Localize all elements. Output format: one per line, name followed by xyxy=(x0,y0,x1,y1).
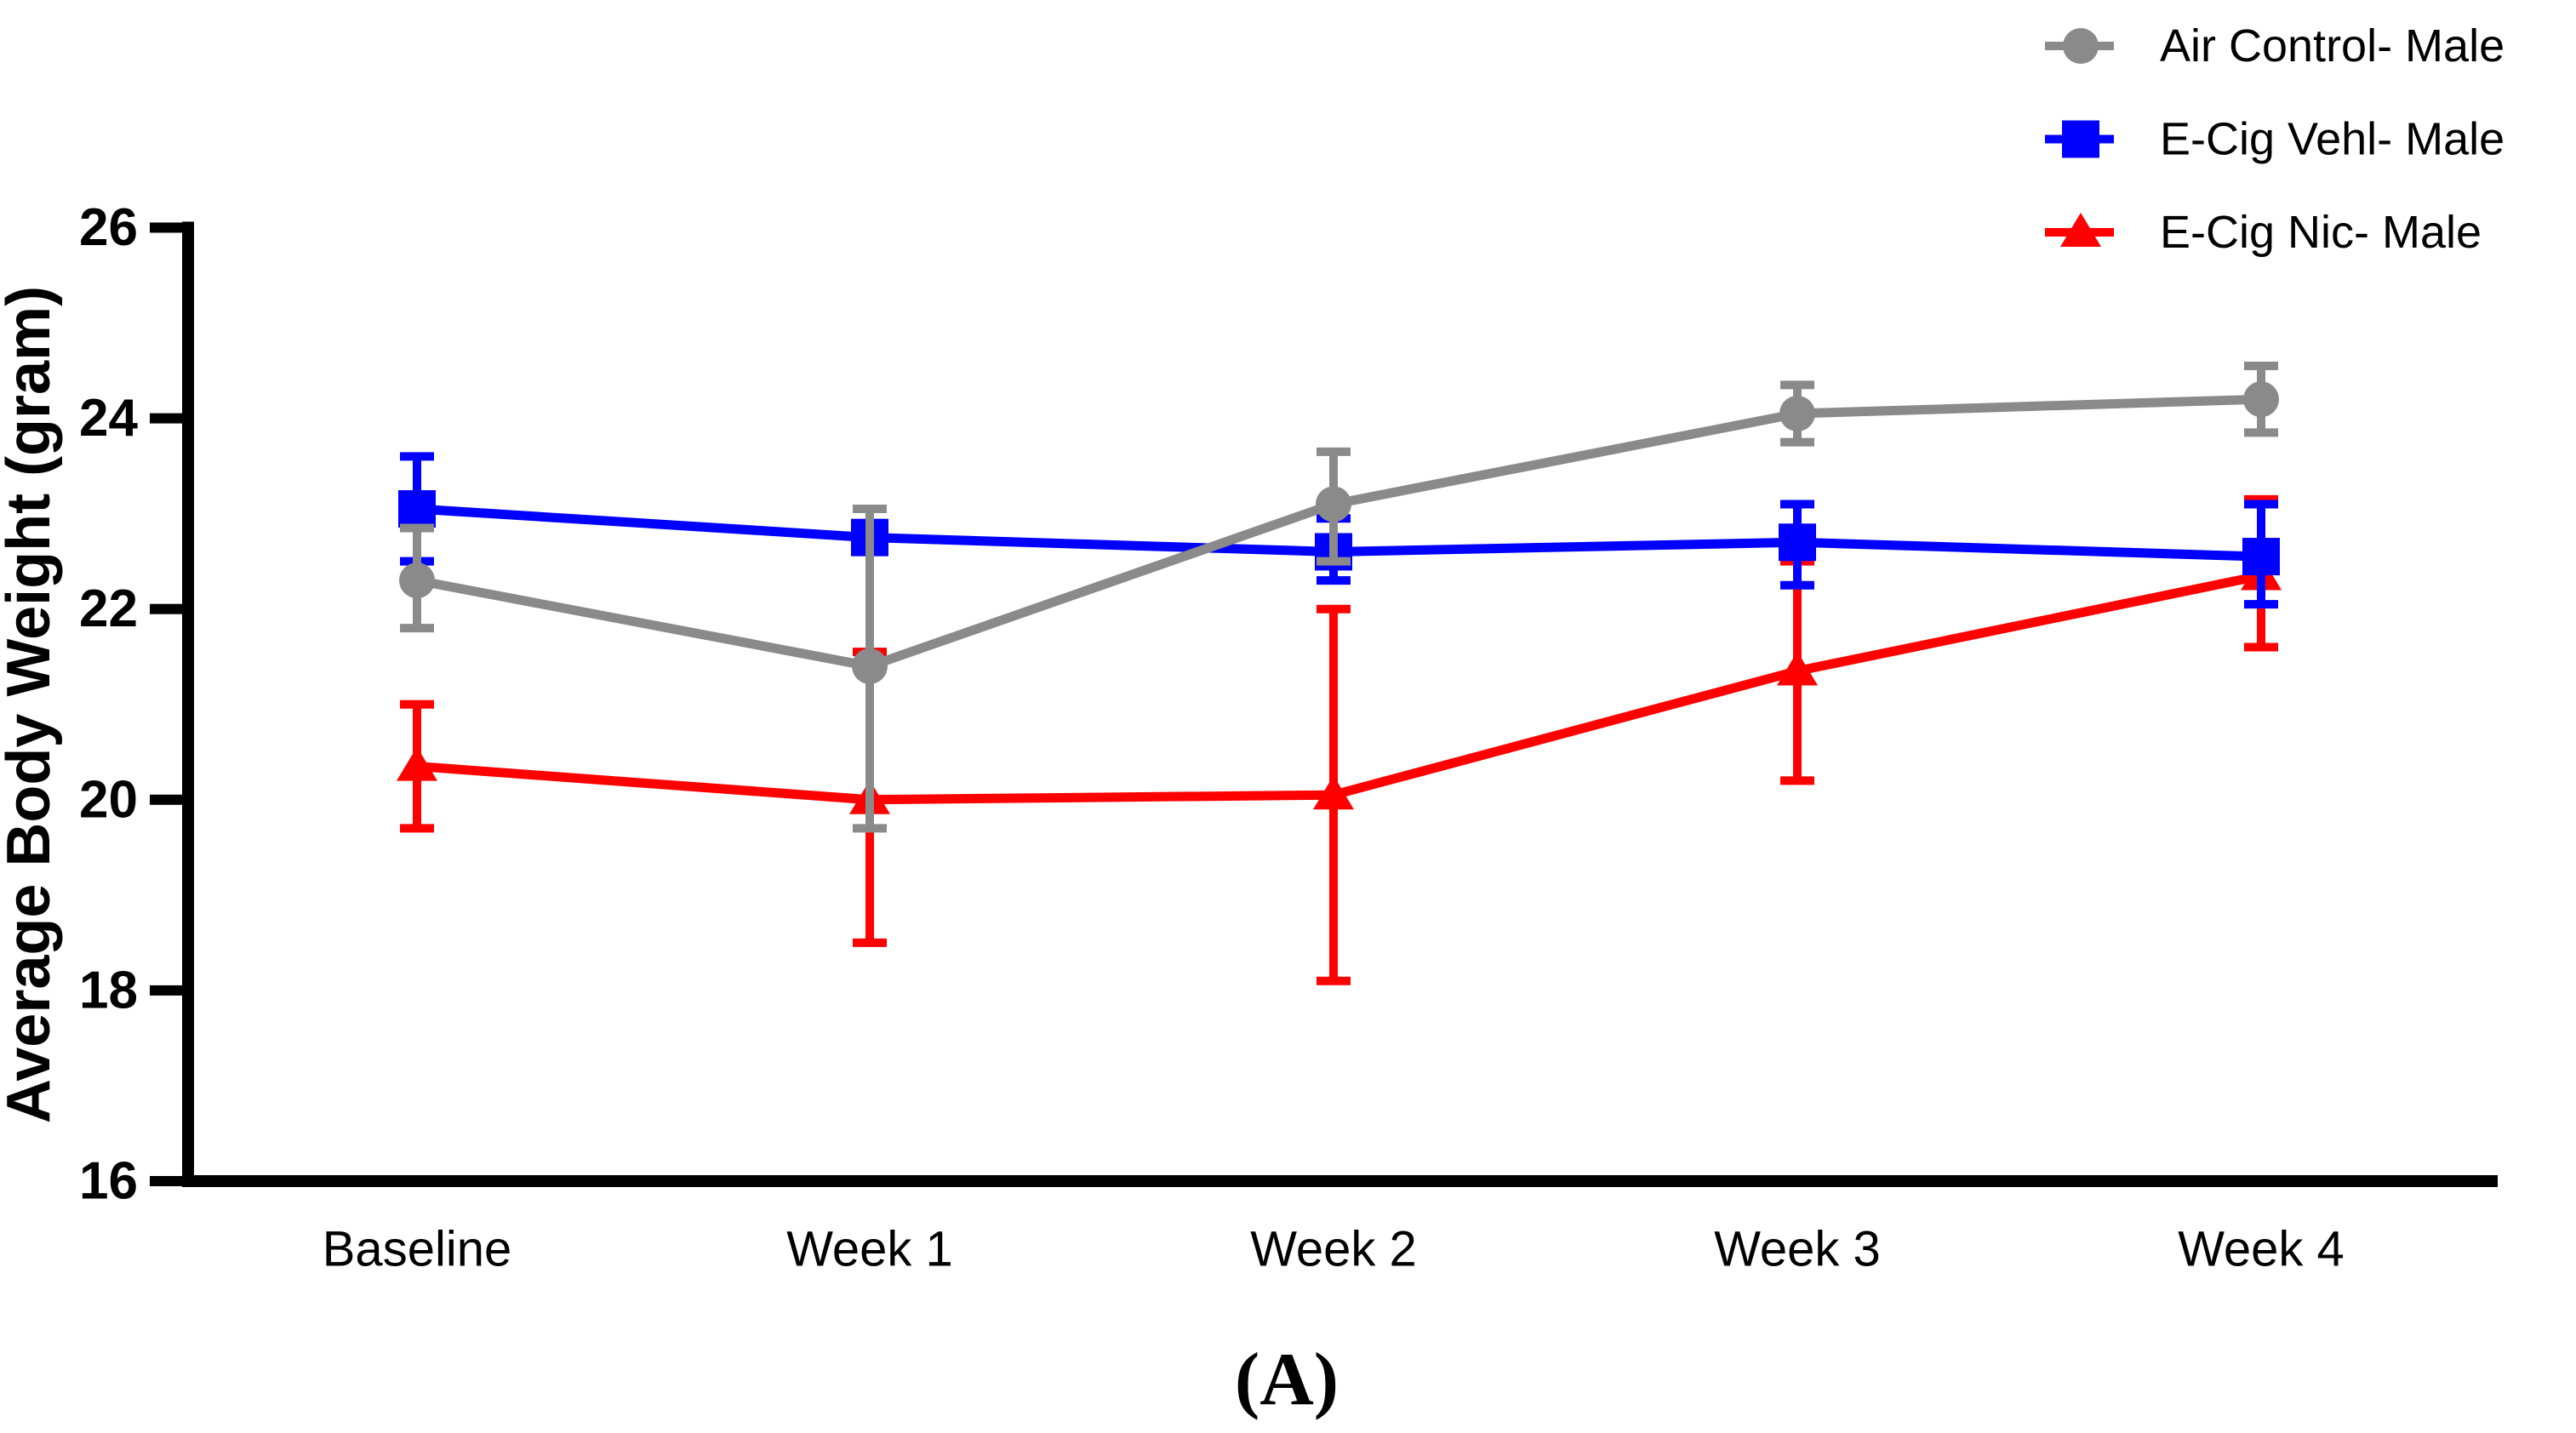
legend-layer: Air Control- Male E-Cig Vehl- Male E-Cig N… xyxy=(2045,20,2505,258)
marker-circle-air-control-male xyxy=(1316,486,1351,522)
legend-marker-circle xyxy=(2063,28,2099,64)
y-tick-label: 26 xyxy=(79,198,138,257)
x-category-label: Week 4 xyxy=(2178,1222,2345,1277)
legend-item: Air Control- Male xyxy=(2045,20,2505,71)
y-tick xyxy=(150,413,182,424)
y-tick-label: 22 xyxy=(79,579,138,638)
marker-triangle-e-cig-nic-male xyxy=(1777,651,1818,686)
x-axis-spine xyxy=(182,1175,2498,1187)
y-tick xyxy=(150,794,182,805)
y-axis-spine xyxy=(182,221,194,1187)
x-category-label: Week 1 xyxy=(786,1222,953,1277)
series-air-control-male xyxy=(399,361,2279,833)
y-axis-title: Average Body Weight (gram) xyxy=(0,286,63,1123)
y-tick-label: 18 xyxy=(79,961,138,1019)
marker-circle-air-control-male xyxy=(852,648,888,684)
legend-item: E-Cig Vehl- Male xyxy=(2045,114,2505,165)
legend-label: E-Cig Nic- Male xyxy=(2160,207,2482,258)
marker-circle-air-control-male xyxy=(399,562,435,599)
marker-triangle-e-cig-nic-male xyxy=(1313,775,1354,810)
marker-circle-air-control-male xyxy=(2243,381,2279,418)
legend-label: E-Cig Vehl- Male xyxy=(2160,114,2505,165)
series-e-cig-vehl-male xyxy=(398,452,2280,609)
axes-layer: 16 18 20 22 24 26 Baseline Week 1 Week 2 Week 3 We… xyxy=(79,198,2498,1277)
marker-circle-air-control-male xyxy=(1779,395,1815,431)
y-tick xyxy=(150,985,182,996)
y-tick xyxy=(150,222,182,233)
series-layer xyxy=(397,361,2282,985)
marker-triangle-e-cig-nic-male xyxy=(397,746,437,781)
series-e-cig-nic-male xyxy=(397,494,2282,985)
y-tick xyxy=(150,603,182,614)
x-category-label: Week 2 xyxy=(1250,1222,1417,1277)
y-tick-label: 16 xyxy=(79,1152,138,1211)
x-category-label: Baseline xyxy=(323,1222,511,1277)
series-line-air-control-male xyxy=(415,394,2262,671)
legend-item: E-Cig Nic- Male xyxy=(2045,207,2482,258)
marker-square-e-cig-vehl-male xyxy=(2242,538,2280,576)
figure-caption: (A) xyxy=(1235,1339,1339,1421)
legend-marker-triangle xyxy=(2060,213,2101,247)
marker-square-e-cig-vehl-male xyxy=(398,490,436,528)
y-tick-label: 24 xyxy=(79,389,138,448)
y-tick-label: 20 xyxy=(79,770,138,829)
x-category-label: Week 3 xyxy=(1714,1222,1881,1277)
legend-label: Air Control- Male xyxy=(2160,20,2505,71)
y-tick xyxy=(150,1176,182,1186)
legend-marker-square xyxy=(2062,120,2099,158)
marker-square-e-cig-vehl-male xyxy=(1779,523,1816,562)
